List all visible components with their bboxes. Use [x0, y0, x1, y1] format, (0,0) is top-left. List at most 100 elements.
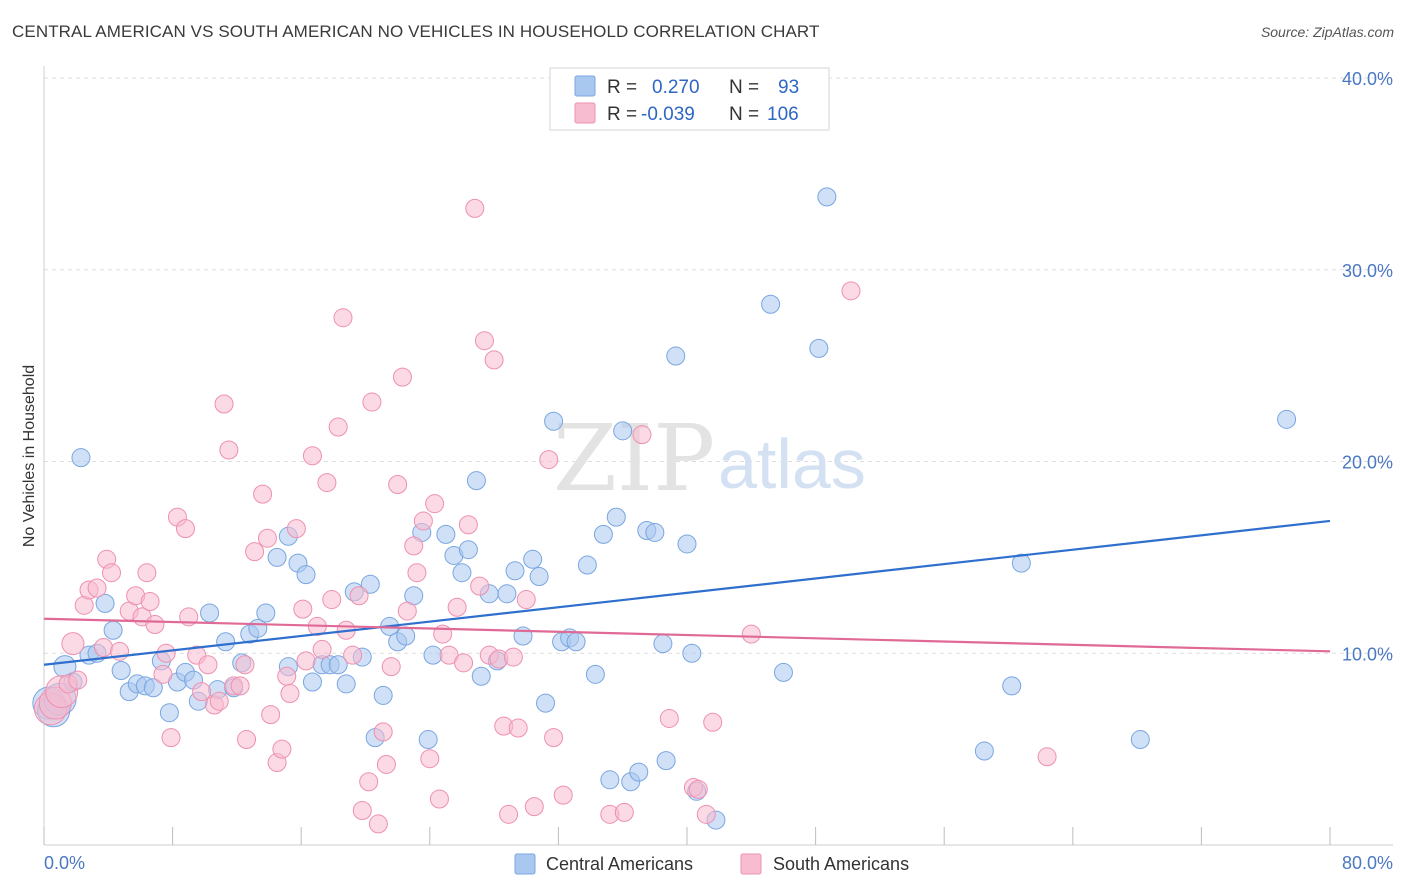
data-point [773, 662, 793, 682]
data-point [373, 685, 393, 705]
data-point [529, 567, 549, 587]
points-layer [32, 187, 1297, 834]
data-point [553, 785, 573, 805]
trend-line-central-americans [43, 519, 1331, 666]
data-point [312, 639, 332, 659]
data-point [629, 762, 649, 782]
data-point [566, 632, 586, 652]
data-point [219, 440, 239, 460]
data-point [322, 590, 342, 610]
data-point [423, 645, 443, 665]
data-point [809, 338, 829, 358]
data-point [497, 584, 517, 604]
data-point [396, 626, 416, 646]
data-point [175, 519, 195, 539]
bottom-legend-label-central: Central Americans [546, 854, 693, 874]
data-point [666, 346, 686, 366]
data-point [140, 591, 160, 611]
data-point [682, 643, 702, 663]
data-point [404, 536, 424, 556]
y-axis-title: No Vehicles in Household [21, 365, 38, 547]
data-point [388, 475, 408, 495]
x-tick-min: 0.0% [44, 853, 85, 873]
data-point [302, 672, 322, 692]
data-point [516, 590, 536, 610]
data-point [454, 653, 474, 673]
data-point [817, 187, 837, 207]
data-point [230, 676, 250, 696]
data-point [841, 281, 861, 301]
data-point [376, 754, 396, 774]
data-point [1011, 553, 1031, 573]
data-point [614, 802, 634, 822]
data-point [93, 637, 113, 657]
data-point [425, 494, 445, 514]
chart-title: CENTRAL AMERICAN VS SOUTH AMERICAN NO VE… [12, 22, 820, 41]
data-point [1002, 676, 1022, 696]
data-point [474, 331, 494, 351]
data-point [606, 507, 626, 527]
data-point [328, 417, 348, 437]
y-tick-labels: 10.0% 20.0% 30.0% 40.0% [1342, 69, 1393, 664]
data-point [466, 471, 486, 491]
bottom-legend: Central Americans South Americans [514, 853, 909, 875]
x-tick-max: 80.0% [1342, 853, 1393, 873]
data-point [1277, 409, 1297, 429]
legend-swatch-south [574, 102, 596, 124]
data-point [656, 751, 676, 771]
data-point [200, 603, 220, 623]
data-point [593, 524, 613, 544]
data-point [600, 770, 620, 790]
y-tick-label: 30.0% [1342, 261, 1393, 281]
data-point [61, 632, 85, 656]
data-point [373, 722, 393, 742]
data-point [198, 655, 218, 675]
data-point [407, 563, 427, 583]
data-point [458, 540, 478, 560]
legend-r-label-central: R = [607, 77, 637, 98]
data-point [293, 599, 313, 619]
data-point [336, 674, 356, 694]
data-point [159, 703, 179, 723]
y-tick-label: 40.0% [1342, 69, 1393, 89]
data-point [87, 578, 107, 598]
trend-lines [43, 519, 1331, 666]
data-point [343, 645, 363, 665]
data-point [68, 670, 88, 690]
y-tick-label: 10.0% [1342, 644, 1393, 664]
data-point [328, 655, 348, 675]
data-point [95, 593, 115, 613]
legend-r-value-south: -0.039 [641, 104, 695, 125]
data-point [420, 749, 440, 769]
data-point [286, 519, 306, 539]
data-point [381, 657, 401, 677]
data-point [214, 394, 234, 414]
data-point [544, 728, 564, 748]
legend-n-label-south: N = [729, 104, 759, 125]
bottom-legend-label-south: South Americans [773, 854, 909, 874]
data-point [368, 814, 388, 834]
data-point [484, 350, 504, 370]
legend-n-value-central: 93 [778, 77, 799, 98]
data-point [352, 800, 372, 820]
data-point [429, 789, 449, 809]
data-point [280, 684, 300, 704]
data-point [465, 198, 485, 218]
data-point [974, 741, 994, 761]
data-point [235, 655, 255, 675]
legend-n-label-central: N = [729, 77, 759, 98]
data-point [261, 705, 281, 725]
data-point [696, 804, 716, 824]
data-point [436, 524, 456, 544]
data-point [209, 691, 229, 711]
legend-n-value-south: 106 [767, 104, 799, 125]
data-point [257, 528, 277, 548]
data-point [102, 563, 122, 583]
data-point [524, 797, 544, 817]
data-point [277, 666, 297, 686]
data-point [256, 603, 276, 623]
data-point [302, 446, 322, 466]
data-point [392, 367, 412, 387]
bottom-legend-swatch-south [740, 853, 762, 875]
